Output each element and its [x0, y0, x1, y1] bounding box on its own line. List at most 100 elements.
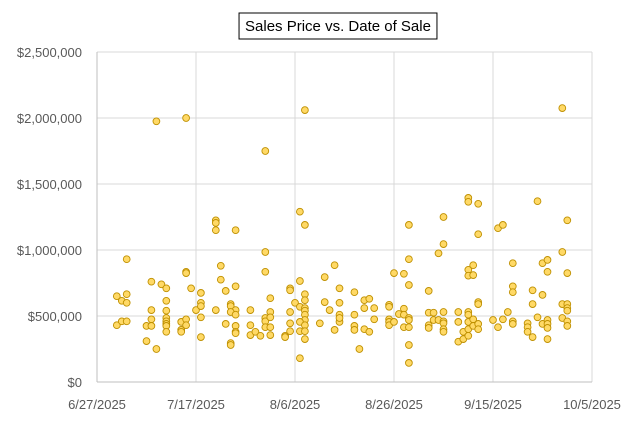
data-point	[216, 261, 225, 270]
data-point	[405, 323, 413, 332]
data-point	[558, 248, 567, 256]
data-point	[231, 226, 240, 235]
data-point	[508, 288, 517, 297]
data-point	[429, 308, 438, 317]
data-point	[122, 317, 131, 326]
data-point	[454, 318, 463, 326]
data-point	[533, 197, 542, 206]
data-point	[499, 315, 507, 324]
data-point	[261, 147, 270, 155]
data-point	[221, 320, 230, 328]
data-point	[405, 221, 413, 229]
gridlines	[97, 51, 593, 382]
data-point	[211, 219, 220, 227]
data-point	[325, 306, 334, 314]
data-point	[523, 327, 532, 336]
data-point	[286, 327, 294, 336]
data-point	[177, 327, 186, 336]
data-point	[162, 284, 171, 293]
data-point	[434, 249, 443, 258]
data-point	[400, 269, 408, 278]
data-point	[320, 298, 329, 306]
data-point	[152, 117, 161, 126]
data-point	[405, 255, 413, 264]
data-points	[112, 104, 572, 367]
data-point	[474, 199, 483, 208]
data-point	[261, 267, 270, 276]
y-tick-label: $2,000,000	[17, 111, 82, 126]
data-point	[330, 326, 339, 334]
x-tick-label: 9/15/2025	[464, 397, 522, 412]
data-point	[296, 277, 304, 285]
x-tick-label: 8/6/2025	[270, 397, 321, 412]
y-tick-label: $500,000	[28, 309, 82, 324]
x-tick-label: 10/5/2025	[563, 397, 621, 412]
y-tick-label: $2,500,000	[17, 45, 82, 60]
x-tick-label: 7/17/2025	[167, 397, 225, 412]
data-point	[162, 327, 171, 336]
data-point	[286, 319, 294, 328]
data-point	[266, 294, 275, 303]
data-point	[122, 255, 131, 264]
x-tick-label: 8/26/2025	[365, 397, 423, 412]
data-point	[266, 331, 275, 339]
data-point	[494, 323, 502, 332]
data-point	[301, 335, 309, 343]
data-point	[350, 288, 359, 297]
axes	[96, 52, 592, 383]
data-point	[543, 256, 552, 264]
data-point	[469, 261, 478, 270]
data-point	[147, 315, 156, 324]
data-point	[469, 271, 478, 279]
data-point	[508, 320, 517, 328]
data-point	[439, 327, 448, 336]
y-tick-labels: $0 $500,000 $1,000,000 $1,500,000 $2,000,000…	[17, 45, 82, 390]
data-point	[231, 282, 240, 291]
y-tick-label: $0	[68, 375, 82, 390]
data-point	[543, 267, 552, 276]
data-point	[543, 335, 552, 343]
data-point	[266, 313, 275, 322]
data-point	[533, 313, 542, 322]
data-point	[563, 306, 572, 315]
data-point	[301, 327, 309, 336]
y-tick-label: $1,000,000	[17, 243, 82, 258]
data-point	[281, 333, 289, 341]
data-point	[286, 286, 294, 295]
data-point	[157, 280, 166, 289]
data-point	[315, 319, 324, 328]
data-point	[360, 304, 369, 312]
data-point	[370, 315, 379, 324]
data-point	[474, 300, 483, 308]
data-point	[474, 230, 483, 239]
data-point	[122, 290, 131, 299]
data-point	[112, 292, 121, 301]
data-point	[405, 281, 413, 289]
data-point	[474, 325, 483, 334]
x-tick-label: 6/27/2025	[68, 397, 126, 412]
data-point	[335, 284, 344, 293]
data-point	[197, 333, 205, 341]
data-point	[563, 269, 572, 277]
data-point	[370, 304, 379, 312]
data-point	[182, 269, 190, 277]
data-point	[122, 298, 131, 307]
data-point	[226, 341, 235, 349]
data-point	[528, 333, 537, 341]
data-point	[424, 287, 433, 295]
data-point	[256, 331, 265, 340]
data-point	[251, 327, 260, 336]
data-point	[439, 240, 448, 248]
data-point	[499, 221, 507, 229]
data-point	[261, 248, 270, 256]
chart-title-box: Sales Price vs. Date of Sale	[238, 12, 438, 40]
data-point	[152, 345, 161, 353]
data-point	[528, 286, 537, 295]
data-point	[211, 306, 220, 314]
data-point	[301, 106, 309, 114]
data-point	[301, 296, 309, 305]
x-tick-labels: 6/27/2025 7/17/2025 8/6/2025 8/26/2025 9/15/…	[68, 397, 621, 412]
data-point	[390, 269, 398, 277]
